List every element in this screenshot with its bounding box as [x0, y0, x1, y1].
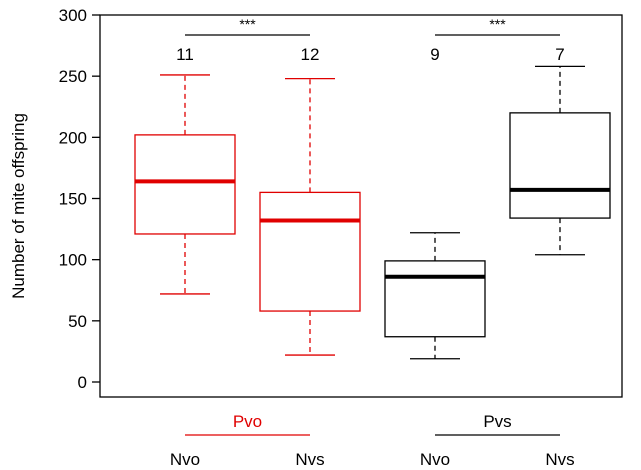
x-category-label: Nvo: [420, 450, 450, 469]
sample-size-label: 11: [176, 45, 194, 64]
y-tick-label: 50: [68, 312, 87, 331]
x-category-label: Nvo: [170, 450, 200, 469]
sample-size-label: 9: [430, 45, 439, 64]
y-tick-label: 250: [59, 67, 87, 86]
sample-size-label: 12: [301, 45, 320, 64]
x-category-label: Nvs: [295, 450, 324, 469]
box-iqr: [384, 260, 486, 338]
x-category-label: Nvs: [545, 450, 574, 469]
group-label: Pvo: [233, 412, 262, 431]
box-iqr: [259, 191, 361, 312]
y-axis-label: Number of mite offspring: [9, 113, 28, 299]
y-tick-label: 200: [59, 128, 87, 147]
box-iqr: [509, 112, 611, 219]
y-tick-label: 100: [59, 251, 87, 270]
y-tick-label: 150: [59, 190, 87, 209]
plot-frame: [99, 14, 623, 398]
y-tick-label: 300: [59, 6, 87, 25]
sample-size-label: 7: [555, 45, 564, 64]
box-iqr: [134, 134, 236, 235]
significance-label: ***: [489, 16, 506, 32]
y-tick-label: 0: [78, 373, 87, 392]
significance-label: ***: [239, 16, 256, 32]
group-label: Pvs: [483, 412, 511, 431]
